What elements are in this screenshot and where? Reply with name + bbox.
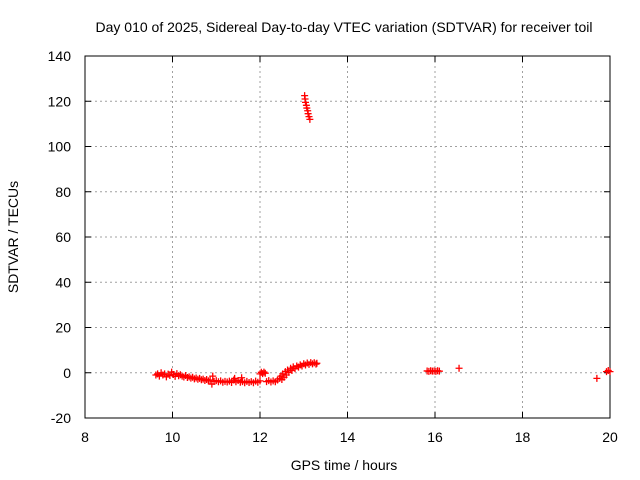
x-tick-label: 20 [602,429,618,445]
data-point [455,364,463,372]
y-tick-label: 0 [63,365,71,381]
data-point [606,368,614,376]
x-tick-label: 8 [81,429,89,445]
x-tick-label: 16 [427,429,443,445]
data-point [313,359,321,367]
y-tick-label: 80 [55,184,71,200]
y-axis-label: SDTVAR / TECUs [5,181,21,293]
y-tick-label: 100 [48,139,72,155]
y-tick-label: 60 [55,229,71,245]
y-tick-label: 20 [55,320,71,336]
grid-layer [85,56,610,418]
x-tick-label: 18 [515,429,531,445]
x-tick-label: 14 [340,429,356,445]
data-point [435,367,443,375]
x-axis-label: GPS time / hours [291,457,398,473]
tick-layer: 8 10 12 14 16 18 20 -20 0 20 40 60 80 100 120 140 [48,48,618,445]
data-point [312,360,320,368]
y-tick-label: 120 [48,93,72,109]
x-tick-label: 10 [165,429,181,445]
data-point [206,376,214,384]
y-tick-label: 140 [48,48,72,64]
data-points [152,92,614,388]
y-tick-label: 40 [55,274,71,290]
data-point [256,377,264,385]
data-point [238,374,246,382]
chart-title: Day 010 of 2025, Sidereal Day-to-day VTE… [96,19,593,35]
data-point [209,372,217,380]
data-point [593,374,601,382]
x-tick-label: 12 [252,429,268,445]
data-point [261,369,269,377]
data-point [306,115,314,123]
data-point [260,368,268,376]
y-tick-label: -20 [51,410,71,426]
